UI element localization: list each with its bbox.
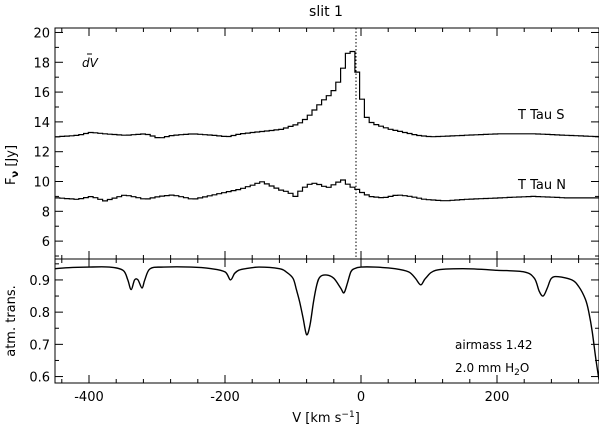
top-y-tick-label: 8: [42, 205, 50, 220]
series-line-t-tau-n: [55, 179, 599, 202]
top-y-tick-label: 12: [33, 146, 50, 161]
top-y-tick-label: 14: [33, 116, 50, 131]
atmospheric-transmission-line: [54, 266, 599, 380]
series-label-t-tau-n: T Tau N: [517, 178, 566, 193]
x-axis-label: V [km s−1]: [292, 410, 360, 426]
water-vapor-label: 2.0 mm H2O: [455, 361, 529, 378]
top-y-tick-label: 16: [33, 86, 50, 101]
top-y-tick-label: 18: [33, 56, 50, 71]
series-label-t-tau-s: T Tau S: [517, 108, 564, 123]
top-y-tick-label: 6: [42, 235, 50, 250]
top-y-tick-label: 10: [33, 176, 50, 191]
chart-title: slit 1: [309, 4, 343, 20]
x-tick-label: -400: [74, 390, 104, 405]
x-tick-label: -200: [210, 390, 240, 405]
bottom-y-tick-label: 0.7: [29, 338, 50, 353]
top-panel-frame: [54, 27, 599, 260]
series-line-t-tau-s: [55, 50, 599, 139]
x-tick-label: 200: [485, 390, 510, 405]
bottom-y-tick-label: 0.8: [29, 306, 50, 321]
airmass-label: airmass 1.42: [455, 338, 533, 352]
bottom-y-tick-label: 0.9: [29, 274, 50, 289]
dv-label: dV: [82, 56, 99, 70]
bottom-panel-frame: [54, 258, 599, 384]
top-y-axis-label: Fν [Jy]: [4, 145, 21, 185]
bottom-y-tick-label: 0.6: [29, 371, 50, 386]
bottom-y-axis-label: atm. trans.: [4, 285, 19, 357]
x-tick-label: 0: [357, 390, 365, 405]
top-y-tick-label: 20: [33, 26, 50, 41]
